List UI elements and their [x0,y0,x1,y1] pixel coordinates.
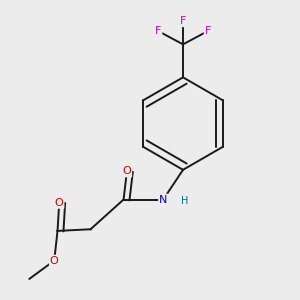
Text: O: O [50,256,58,266]
Text: H: H [181,196,188,206]
Text: F: F [180,16,186,26]
Text: F: F [155,26,161,36]
Text: F: F [205,26,211,36]
Text: O: O [122,167,131,176]
Text: O: O [55,198,64,208]
Text: N: N [159,194,167,205]
